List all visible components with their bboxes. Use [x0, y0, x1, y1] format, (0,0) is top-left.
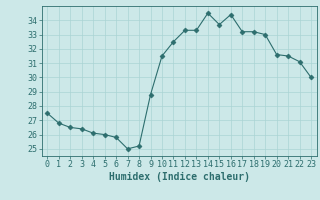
X-axis label: Humidex (Indice chaleur): Humidex (Indice chaleur)	[109, 172, 250, 182]
